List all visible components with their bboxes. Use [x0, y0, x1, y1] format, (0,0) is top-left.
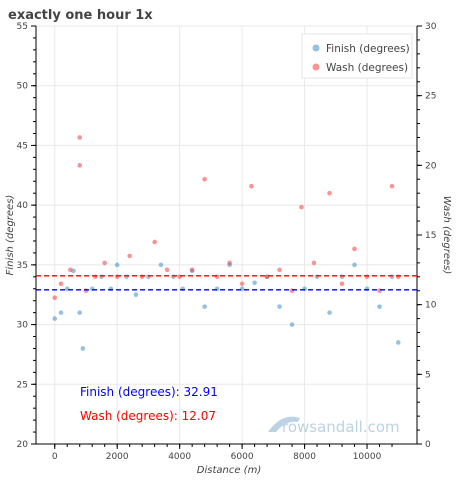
finish-mean-annotation: Finish (degrees): 32.91: [80, 385, 218, 399]
y-left-tick-label: 30: [17, 321, 29, 331]
grid: [36, 25, 417, 445]
wash-point: [277, 267, 282, 273]
wash-point: [289, 288, 295, 294]
wash-point: [377, 288, 382, 294]
wash-point: [58, 281, 64, 287]
y-left-tick-label: 45: [17, 141, 28, 151]
wash-point: [327, 190, 332, 196]
finish-point: [252, 280, 257, 286]
y-right-tick-label: 20: [425, 161, 437, 171]
y-left-tick-label: 50: [17, 82, 29, 92]
finish-point: [395, 340, 401, 345]
x-axis-label: Distance (m): [197, 465, 261, 476]
y-axis-left: 20 25 30 35 40 45 50 55: [17, 22, 37, 450]
wash-point: [249, 183, 254, 189]
wash-mean-annotation: Wash (degrees): 12.07: [80, 409, 216, 423]
y-right-tick-label: 30: [425, 22, 437, 32]
y-right-tick-label: 0: [425, 440, 431, 450]
wash-point: [164, 267, 170, 273]
finish-point: [114, 262, 120, 268]
y-right-tick-label: 25: [425, 92, 436, 102]
y-left-tick-label: 40: [17, 201, 29, 211]
y-left-tick-label: 25: [17, 380, 28, 390]
chart-title: exactly one hour 1x: [8, 8, 153, 23]
y-right-tick-label: 15: [425, 231, 436, 241]
x-axis: 0 2000 4000 6000 8000 10000: [36, 443, 417, 462]
finish-point: [158, 262, 164, 268]
wash-point: [202, 176, 207, 182]
wash-point: [68, 267, 73, 273]
finish-point: [80, 346, 86, 351]
y-left-tick-label: 20: [17, 440, 29, 450]
wash-point: [102, 260, 108, 266]
wash-point: [299, 204, 304, 210]
wash-point: [239, 281, 245, 287]
x-tick-label: 0: [52, 452, 58, 462]
finish-point: [289, 322, 295, 327]
legend-wash-swatch: [312, 63, 320, 71]
wash-point: [352, 246, 357, 252]
wash-point: [83, 288, 89, 294]
wash-point: [52, 295, 58, 301]
x-tick-label: 2000: [106, 452, 129, 462]
legend-finish-swatch: [312, 44, 320, 52]
finish-point: [352, 262, 357, 268]
plot-area: [36, 26, 417, 444]
finish-point: [327, 310, 332, 315]
x-tick-label: 8000: [293, 452, 316, 462]
finish-point: [277, 304, 282, 309]
wash-point: [77, 135, 83, 140]
wash-point: [127, 253, 132, 259]
x-tick-label: 4000: [168, 452, 191, 462]
wash-point: [152, 239, 157, 245]
watermark-text: rowsandall.com: [282, 418, 400, 436]
wash-point: [389, 183, 395, 189]
y-left-tick-label: 35: [17, 261, 28, 271]
y-axis-right: 0 5 10 15 20 25 30: [416, 22, 437, 450]
finish-point: [52, 316, 58, 321]
legend-finish-label: Finish (degrees): [326, 43, 410, 55]
wash-point: [189, 267, 195, 273]
wash-point: [227, 260, 232, 266]
finish-point: [202, 304, 207, 309]
wash-point: [339, 281, 345, 287]
y-right-tick-label: 5: [425, 370, 431, 380]
legend-wash-label: Wash (degrees): [326, 62, 408, 74]
y-left-tick-label: 55: [17, 22, 28, 32]
wash-point: [311, 260, 317, 266]
x-tick-label: 10000: [353, 452, 382, 462]
finish-point: [77, 310, 83, 315]
watermark: rowsandall.com: [268, 416, 400, 436]
finish-point: [58, 310, 64, 315]
y-right-tick-label: 10: [425, 301, 437, 311]
wash-point: [77, 163, 83, 168]
finish-point: [133, 292, 139, 298]
x-tick-label: 6000: [231, 452, 254, 462]
finish-point: [377, 304, 382, 309]
y-axis-left-label: Finish (degrees): [5, 195, 16, 276]
legend: Finish (degrees) Wash (degrees): [301, 33, 413, 79]
y-axis-right-label: Wash (degrees): [441, 196, 452, 274]
